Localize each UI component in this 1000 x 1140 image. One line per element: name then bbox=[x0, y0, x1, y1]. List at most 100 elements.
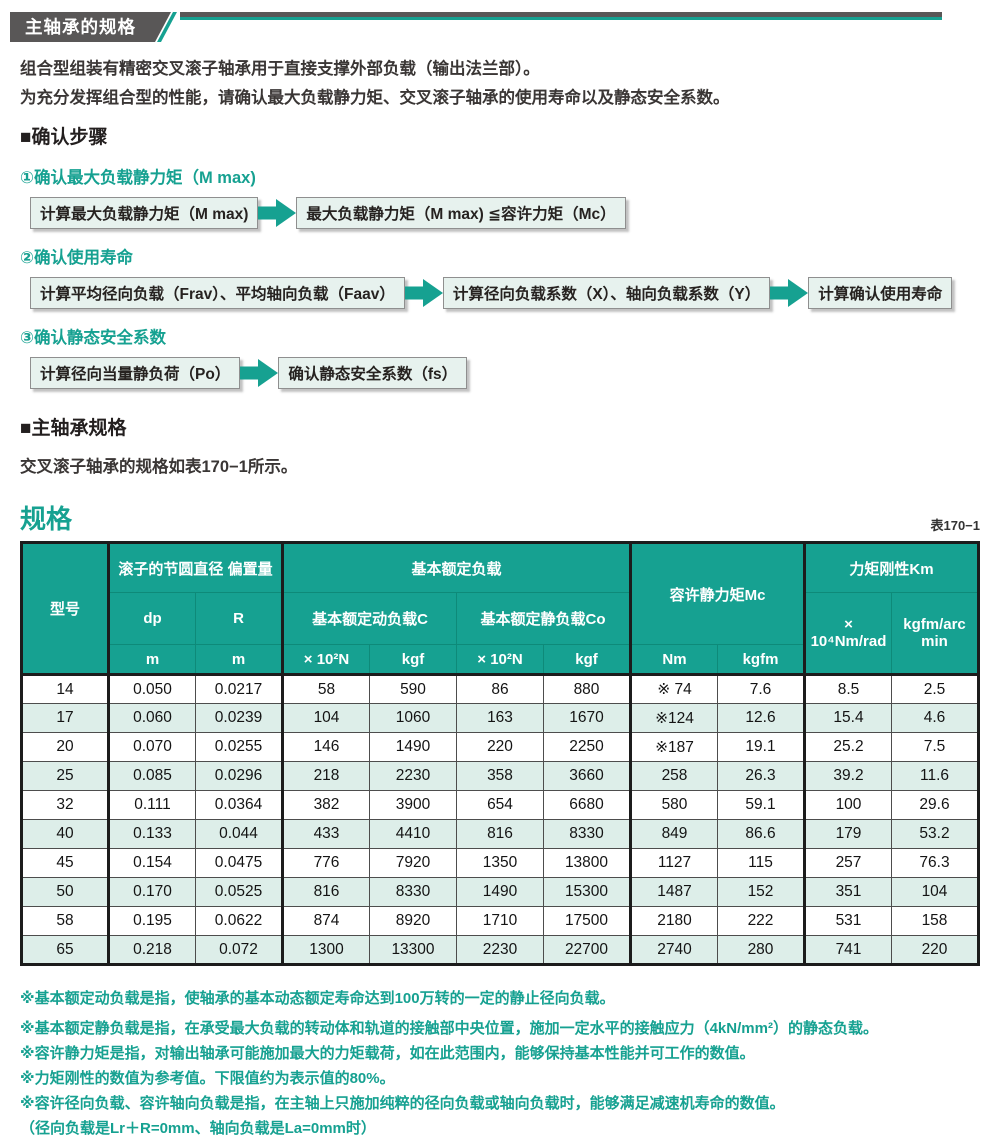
table-cell: 11.6 bbox=[891, 761, 979, 791]
table-cell: 0.085 bbox=[107, 761, 196, 791]
table-cell: 76.3 bbox=[891, 848, 979, 878]
step-flow: 计算最大负载静力矩（M max) 最大负载静力矩（M max) ≦容许力矩（Mc） bbox=[30, 197, 980, 229]
intro-paragraphs: 组合型组装有精密交叉滚子轴承用于直接支撑外部负载（输出法兰部）。 为充分发挥组合… bbox=[20, 55, 980, 113]
table-cell: 1300 bbox=[281, 935, 370, 965]
table-cell: 580 bbox=[629, 790, 718, 820]
col-header-dynamic-load: 基本额定动负载C bbox=[281, 592, 457, 645]
table-cell: 0.218 bbox=[107, 935, 196, 965]
table-title: 规格 bbox=[20, 504, 73, 534]
table-cell: 104 bbox=[281, 703, 370, 733]
flow-arrow-icon bbox=[240, 358, 278, 388]
page-title: 主轴承的规格 bbox=[25, 17, 136, 37]
col-header-unit-n2: × 10²N bbox=[456, 644, 544, 675]
col-header-unit-nm-rad: × 10⁴Nm/rad bbox=[803, 592, 892, 675]
step-label: ③确认静态安全系数 bbox=[20, 329, 166, 347]
table-cell: 13300 bbox=[369, 935, 457, 965]
table-cell: 59.1 bbox=[717, 790, 805, 820]
table-row: 25 0.085 0.0296 218 2230 358 3660 258 26.3 39.2 11… bbox=[21, 761, 979, 791]
table-cell: 7920 bbox=[369, 848, 457, 878]
table-cell: 163 bbox=[456, 703, 544, 733]
table-cell: 880 bbox=[543, 674, 631, 704]
table-cell: 1487 bbox=[629, 877, 718, 907]
table-cell: 40 bbox=[21, 819, 109, 849]
table-cell: 20 bbox=[21, 732, 109, 762]
table-cell: 58 bbox=[21, 906, 109, 936]
table-cell: 45 bbox=[21, 848, 109, 878]
table-cell: 2.5 bbox=[891, 674, 979, 704]
col-header-unit-m1: m bbox=[107, 644, 196, 675]
table-cell: 115 bbox=[717, 848, 805, 878]
table-cell: 158 bbox=[891, 906, 979, 936]
table-cell: 433 bbox=[281, 819, 370, 849]
table-cell: 0.050 bbox=[107, 674, 196, 704]
col-header-model: 型号 bbox=[21, 542, 109, 675]
table-cell: 220 bbox=[891, 935, 979, 965]
spec-text: 交叉滚子轴承的规格如表170−1所示。 bbox=[20, 458, 298, 476]
spec-table-head: 型号 滚子的节圆直径 偏置量 基本额定负载 容许静力矩Mc 力矩刚性Km dp … bbox=[21, 542, 979, 675]
col-header-unit-kgf2: kgf bbox=[543, 644, 631, 675]
col-header-unit-nm: Nm bbox=[629, 644, 718, 675]
step-flow: 计算径向当量静负荷（Po） 确认静态安全系数（fs） bbox=[30, 357, 980, 389]
table-cell: 19.1 bbox=[717, 732, 805, 762]
table-cell: ※ 74 bbox=[629, 674, 718, 704]
flow-arrow-icon bbox=[405, 278, 443, 308]
table-cell: 0.0525 bbox=[195, 877, 283, 907]
table-cell: 15300 bbox=[543, 877, 631, 907]
col-header-static-load: 基本额定静负载Co bbox=[456, 592, 631, 645]
table-cell: 4.6 bbox=[891, 703, 979, 733]
spec-table: 型号 滚子的节圆直径 偏置量 基本额定负载 容许静力矩Mc 力矩刚性Km dp … bbox=[20, 541, 980, 966]
flow-box: 确认静态安全系数（fs） bbox=[278, 357, 468, 389]
table-cell: 0.111 bbox=[107, 790, 196, 820]
section-header-band: 主轴承的规格 bbox=[10, 12, 942, 42]
table-cell: 218 bbox=[281, 761, 370, 791]
flow-arrow-icon bbox=[258, 198, 296, 228]
table-cell: ※124 bbox=[629, 703, 718, 733]
table-cell: 0.0217 bbox=[195, 674, 283, 704]
table-reference-number: 表170−1 bbox=[930, 518, 980, 533]
table-cell: 0.133 bbox=[107, 819, 196, 849]
col-header-unit-n1: × 10²N bbox=[281, 644, 370, 675]
table-cell: ※187 bbox=[629, 732, 718, 762]
table-cell: 8330 bbox=[543, 819, 631, 849]
col-header-allowable-moment: 容许静力矩Mc bbox=[629, 542, 805, 645]
flow-arrow-icon bbox=[770, 278, 808, 308]
table-cell: 0.060 bbox=[107, 703, 196, 733]
table-cell: 2180 bbox=[629, 906, 718, 936]
table-cell: 22700 bbox=[543, 935, 631, 965]
table-cell: 351 bbox=[803, 877, 892, 907]
table-cell: 152 bbox=[717, 877, 805, 907]
footnote-line: ※容许静力矩是指，对输出轴承可能施加最大的力矩载荷，如在此范围内，能够保持基本性… bbox=[20, 1045, 755, 1062]
col-header-unit-arcmin: kgfm/arc min bbox=[891, 592, 979, 675]
footnote-line: ※力矩刚性的数值为参考值。下限值约为表示值的80%。 bbox=[20, 1070, 395, 1087]
table-row: 14 0.050 0.0217 58 590 86 880 ※ 74 7.6 8.5 2.5 bbox=[21, 674, 979, 704]
table-cell: 816 bbox=[456, 819, 544, 849]
table-cell: 86 bbox=[456, 674, 544, 704]
table-cell: 0.0255 bbox=[195, 732, 283, 762]
spec-heading: ■主轴承规格 bbox=[20, 418, 127, 439]
header-tab-shape bbox=[10, 12, 942, 42]
table-cell: 654 bbox=[456, 790, 544, 820]
col-header-unit-kgf1: kgf bbox=[369, 644, 457, 675]
table-row: 58 0.195 0.0622 874 8920 1710 17500 2180 222 531 1… bbox=[21, 906, 979, 936]
table-cell: 2230 bbox=[456, 935, 544, 965]
col-header-pitch-offset-group: 滚子的节圆直径 偏置量 bbox=[107, 542, 283, 593]
table-cell: 258 bbox=[629, 761, 718, 791]
table-cell: 0.154 bbox=[107, 848, 196, 878]
table-cell: 86.6 bbox=[717, 819, 805, 849]
intro-line-1: 组合型组装有精密交叉滚子轴承用于直接支撑外部负载（输出法兰部）。 bbox=[20, 60, 540, 78]
table-row: 32 0.111 0.0364 382 3900 654 6680 580 59.1 100 29.… bbox=[21, 790, 979, 820]
table-cell: 50 bbox=[21, 877, 109, 907]
intro-line-2: 为充分发挥组合型的性能，请确认最大负载静力矩、交叉滚子轴承的使用寿命以及静态安全… bbox=[20, 89, 730, 107]
table-cell: 7.5 bbox=[891, 732, 979, 762]
table-cell: 14 bbox=[21, 674, 109, 704]
footnote-line: ※基本额定静负载是指，在承受最大负载的转动体和轨道的接触部中央位置，施加一定水平… bbox=[20, 1020, 878, 1037]
table-cell: 4410 bbox=[369, 819, 457, 849]
table-cell: 8920 bbox=[369, 906, 457, 936]
table-cell: 0.0296 bbox=[195, 761, 283, 791]
table-cell: 104 bbox=[891, 877, 979, 907]
table-cell: 741 bbox=[803, 935, 892, 965]
table-cell: 0.070 bbox=[107, 732, 196, 762]
table-cell: 17 bbox=[21, 703, 109, 733]
table-cell: 25 bbox=[21, 761, 109, 791]
table-cell: 39.2 bbox=[803, 761, 892, 791]
